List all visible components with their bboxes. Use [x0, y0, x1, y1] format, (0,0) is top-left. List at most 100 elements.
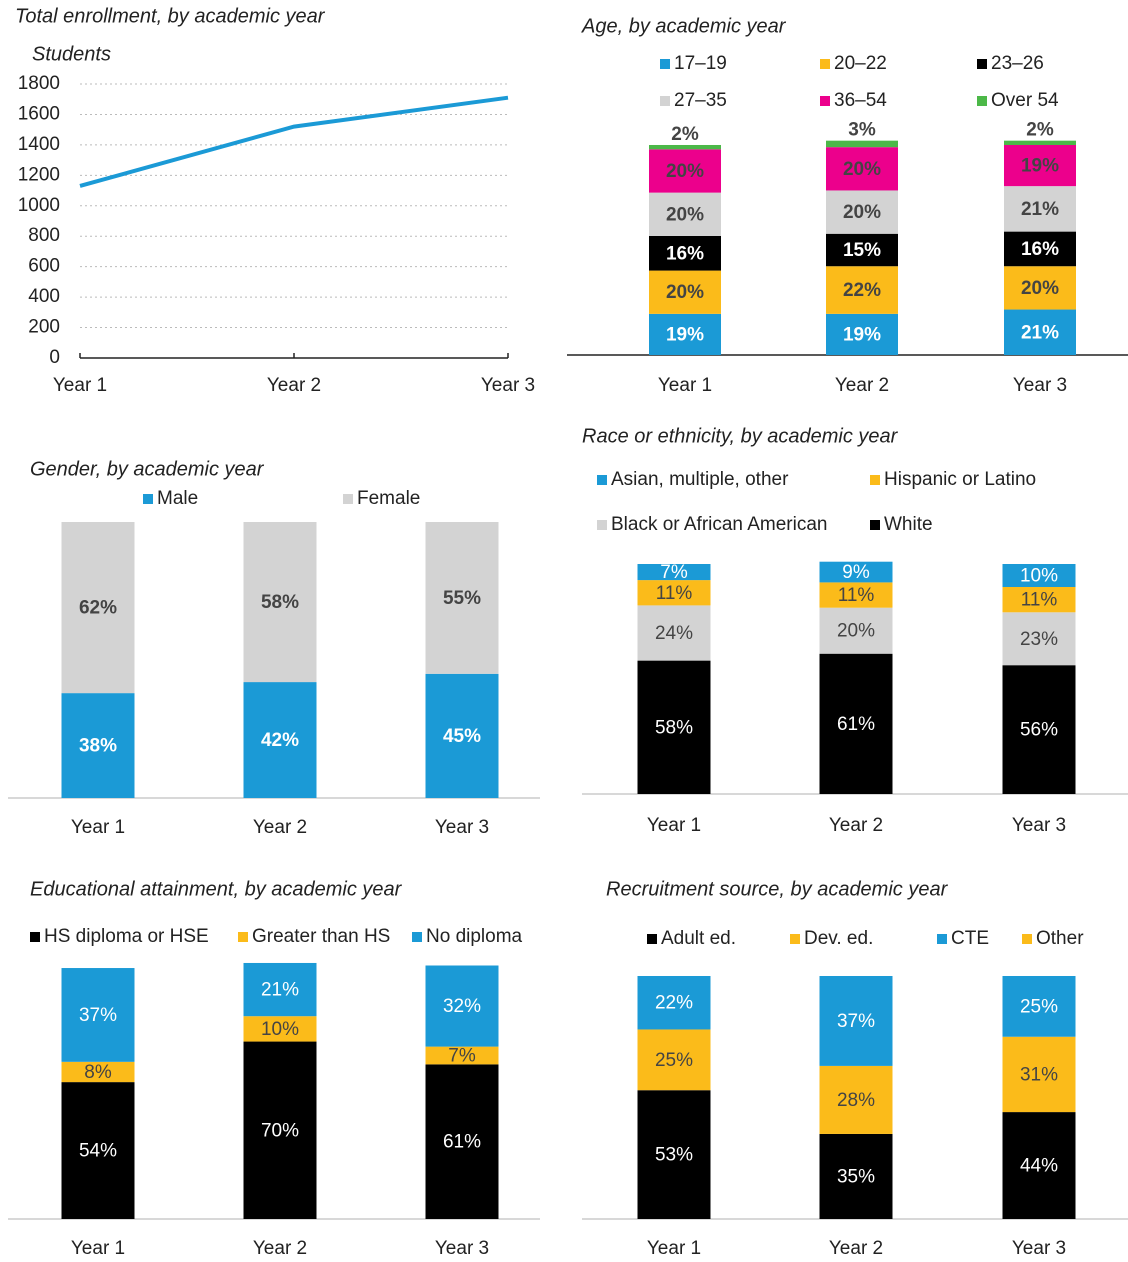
- bar-segment: [1002, 976, 1076, 1037]
- data-label: 44%: [1020, 1156, 1058, 1177]
- bar-segment: [1004, 266, 1076, 310]
- legend-label: Over 54: [991, 90, 1059, 111]
- bar-segment: [425, 1064, 499, 1219]
- data-label: 28%: [837, 1090, 875, 1111]
- data-label: 42%: [261, 730, 299, 751]
- x-tick-label: Year 1: [53, 375, 107, 396]
- bar-segment: [649, 270, 721, 314]
- legend-label: 17–19: [674, 53, 727, 74]
- x-tick-label: Year 2: [253, 1238, 307, 1259]
- data-label: 22%: [843, 280, 881, 301]
- legend-label: Dev. ed.: [804, 928, 873, 949]
- legend-swatch: [937, 934, 947, 944]
- legend-swatch: [660, 96, 670, 106]
- x-tick-label: Year 2: [253, 817, 307, 838]
- data-label: 55%: [443, 588, 481, 609]
- x-tick-label: Year 2: [829, 1238, 883, 1259]
- legend-label: 36–54: [834, 90, 887, 111]
- legend-swatch: [977, 59, 987, 69]
- data-label: 20%: [843, 202, 881, 223]
- data-label: 20%: [843, 159, 881, 180]
- data-label: 16%: [1021, 239, 1059, 260]
- legend-label: 20–22: [834, 53, 887, 74]
- bar-segment: [243, 1041, 317, 1219]
- data-label: 19%: [1021, 156, 1059, 177]
- bar-segment: [649, 149, 721, 193]
- data-label: 19%: [843, 324, 881, 345]
- legend-label: 27–35: [674, 90, 727, 111]
- y-tick-label: 1800: [18, 73, 60, 94]
- x-tick-label: Year 2: [829, 815, 883, 836]
- legend-label: Adult ed.: [661, 928, 736, 949]
- legend-swatch: [238, 932, 248, 942]
- data-label: 22%: [655, 993, 693, 1014]
- bar-segment: [637, 580, 711, 606]
- data-label: 20%: [666, 161, 704, 182]
- bar-segment: [826, 313, 898, 355]
- legend-swatch: [597, 475, 607, 485]
- bar-segment: [425, 673, 499, 798]
- y-tick-label: 1400: [18, 134, 60, 155]
- data-label: 20%: [1021, 278, 1059, 299]
- data-label: 20%: [666, 282, 704, 303]
- chart-title: Recruitment source, by academic year: [606, 878, 949, 900]
- bar-segment: [637, 564, 711, 581]
- legend-swatch: [820, 96, 830, 106]
- legend-label: 23–26: [991, 53, 1044, 74]
- data-label: 3%: [848, 120, 876, 141]
- legend-label: No diploma: [426, 926, 523, 947]
- bar-segment: [637, 660, 711, 794]
- bar-segment: [1004, 309, 1076, 355]
- data-label: 10%: [261, 1019, 299, 1040]
- bar-segment: [819, 653, 893, 794]
- legend-swatch: [977, 96, 987, 106]
- x-tick-label: Year 3: [435, 817, 489, 838]
- data-label: 2%: [671, 124, 699, 145]
- legend-label: Black or African American: [611, 514, 827, 535]
- data-label: 25%: [655, 1050, 693, 1071]
- data-label: 21%: [261, 980, 299, 1001]
- bar-segment: [1002, 564, 1076, 587]
- data-label: 61%: [443, 1132, 481, 1153]
- legend-swatch: [1022, 934, 1032, 944]
- x-tick-label: Year 3: [1013, 375, 1067, 396]
- y-tick-label: 600: [28, 256, 60, 277]
- bar-segment: [649, 192, 721, 236]
- data-label: 2%: [1026, 120, 1054, 141]
- legend-swatch: [820, 59, 830, 69]
- x-tick-label: Year 3: [1012, 815, 1066, 836]
- data-label: 62%: [79, 598, 117, 619]
- data-label: 16%: [666, 243, 704, 264]
- legend-label: HS diploma or HSE: [44, 926, 209, 947]
- bar-segment: [61, 1061, 135, 1083]
- data-label: 15%: [843, 240, 881, 261]
- legend-label: White: [884, 514, 933, 535]
- y-tick-label: 1600: [18, 103, 60, 124]
- bar-segment: [649, 144, 721, 150]
- bar-segment: [425, 522, 499, 674]
- x-tick-label: Year 3: [1012, 1238, 1066, 1259]
- legend-label: Female: [357, 488, 420, 509]
- x-tick-label: Year 2: [835, 375, 889, 396]
- bar-segment: [637, 976, 711, 1030]
- data-label: 70%: [261, 1120, 299, 1141]
- legend-swatch: [343, 494, 353, 504]
- bar-segment: [826, 147, 898, 191]
- legend-label: Hispanic or Latino: [884, 469, 1036, 490]
- data-label: 38%: [79, 736, 117, 757]
- bar-segment: [1002, 1036, 1076, 1113]
- legend-swatch: [597, 520, 607, 530]
- data-label: 61%: [837, 714, 875, 735]
- data-label: 58%: [261, 592, 299, 613]
- data-label: 11%: [1021, 590, 1058, 611]
- data-label: 10%: [1020, 566, 1058, 587]
- legend-label: CTE: [951, 928, 989, 949]
- chart-title: Age, by academic year: [581, 15, 787, 37]
- bar-segment: [826, 140, 898, 148]
- legend-swatch: [30, 932, 40, 942]
- bar-segment: [637, 605, 711, 661]
- data-label: 58%: [655, 717, 693, 738]
- bar-segment: [819, 607, 893, 654]
- bar-segment: [243, 522, 317, 683]
- legend-label: Male: [157, 488, 198, 509]
